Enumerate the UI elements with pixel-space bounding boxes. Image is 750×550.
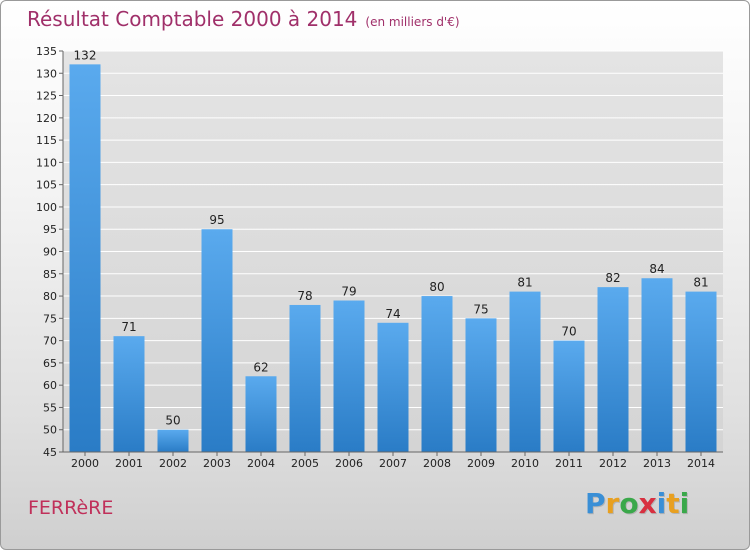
data-label-2006: 79: [341, 285, 356, 299]
bars: 132 71 50 95 62 78 79 74 80 75 81 70 82 84 81: [69, 48, 717, 452]
bar-2002: [157, 429, 189, 452]
y-tick-label: 130: [36, 67, 57, 80]
bar-2007: [377, 322, 409, 452]
data-label-2003: 95: [209, 213, 224, 227]
x-tick-label: 2010: [511, 457, 539, 470]
data-label-2009: 75: [473, 302, 488, 316]
data-label-2013: 84: [649, 262, 664, 276]
bar-2001: [113, 336, 145, 452]
y-tick-label: 65: [43, 357, 57, 370]
x-tick-label: 2000: [71, 457, 99, 470]
logo-letter: r: [605, 487, 620, 520]
logo-letter: i: [656, 487, 667, 520]
x-tick-label: 2003: [203, 457, 231, 470]
bar-2013: [641, 278, 673, 452]
data-label-2004: 62: [253, 360, 268, 374]
x-tick-label: 2002: [159, 457, 187, 470]
y-axis-ticks: 45 50 55 60 65 70 75 80 85 90 95 100 105 110 115 120 125…: [36, 45, 63, 459]
chart-title: Résultat Comptable 2000 à 2014 (en millie…: [27, 7, 460, 31]
y-tick-label: 105: [36, 179, 57, 192]
data-label-2014: 81: [693, 276, 708, 290]
y-tick-label: 100: [36, 201, 57, 214]
x-tick-label: 2001: [115, 457, 143, 470]
y-tick-label: 50: [43, 424, 57, 437]
y-tick-label: 95: [43, 223, 57, 236]
x-tick-label: 2007: [379, 457, 407, 470]
chart-title-text: Résultat Comptable 2000 à 2014: [27, 7, 358, 31]
data-label-2002: 50: [165, 414, 180, 428]
data-label-2011: 70: [561, 325, 576, 339]
y-tick-label: 115: [36, 134, 57, 147]
x-tick-label: 2006: [335, 457, 363, 470]
bar-2006: [333, 300, 365, 452]
data-label-2007: 74: [385, 307, 400, 321]
commune-name: FERRèRE: [28, 497, 114, 519]
data-label-2005: 78: [297, 289, 312, 303]
y-tick-label: 60: [43, 379, 57, 392]
x-tick-label: 2008: [423, 457, 451, 470]
x-tick-label: 2009: [467, 457, 495, 470]
y-tick-label: 45: [43, 446, 57, 459]
y-tick-label: 125: [36, 90, 57, 103]
proxiti-logo[interactable]: Proxiti: [585, 487, 689, 520]
bar-2004: [245, 376, 277, 452]
x-tick-label: 2011: [555, 457, 583, 470]
y-tick-label: 110: [36, 156, 57, 169]
logo-letter: i: [679, 487, 690, 520]
logo-letter: x: [638, 487, 657, 520]
bar-2014: [685, 291, 717, 452]
y-tick-label: 75: [43, 312, 57, 325]
data-label-2000: 132: [74, 48, 97, 62]
x-tick-label: 2014: [687, 457, 715, 470]
bar-2003: [201, 229, 233, 452]
x-tick-label: 2004: [247, 457, 275, 470]
y-tick-label: 70: [43, 335, 57, 348]
chart-subtitle: (en milliers d'€): [365, 15, 460, 29]
data-label-2012: 82: [605, 271, 620, 285]
bar-2000: [69, 64, 101, 452]
y-tick-label: 80: [43, 290, 57, 303]
x-tick-label: 2005: [291, 457, 319, 470]
bar-2011: [553, 340, 585, 452]
bar-2005: [289, 304, 321, 452]
x-tick-label: 2013: [643, 457, 671, 470]
bar-2008: [421, 296, 453, 452]
y-tick-label: 85: [43, 268, 57, 281]
bar-2009: [465, 318, 497, 452]
data-label-2010: 81: [517, 276, 532, 290]
x-tick-label: 2012: [599, 457, 627, 470]
bar-2012: [597, 287, 629, 452]
logo-letter: P: [585, 487, 606, 520]
data-label-2008: 80: [429, 280, 444, 294]
x-axis-ticks: 2000 2001 2002 2003 2004 2005 2006 2007 2008 2009…: [71, 452, 715, 470]
y-tick-label: 55: [43, 401, 57, 414]
y-tick-label: 135: [36, 45, 57, 58]
logo-letter: t: [666, 487, 680, 520]
y-tick-label: 90: [43, 246, 57, 259]
bar-2010: [509, 291, 541, 452]
data-label-2001: 71: [121, 320, 136, 334]
logo-letter: o: [619, 487, 639, 520]
y-tick-label: 120: [36, 112, 57, 125]
